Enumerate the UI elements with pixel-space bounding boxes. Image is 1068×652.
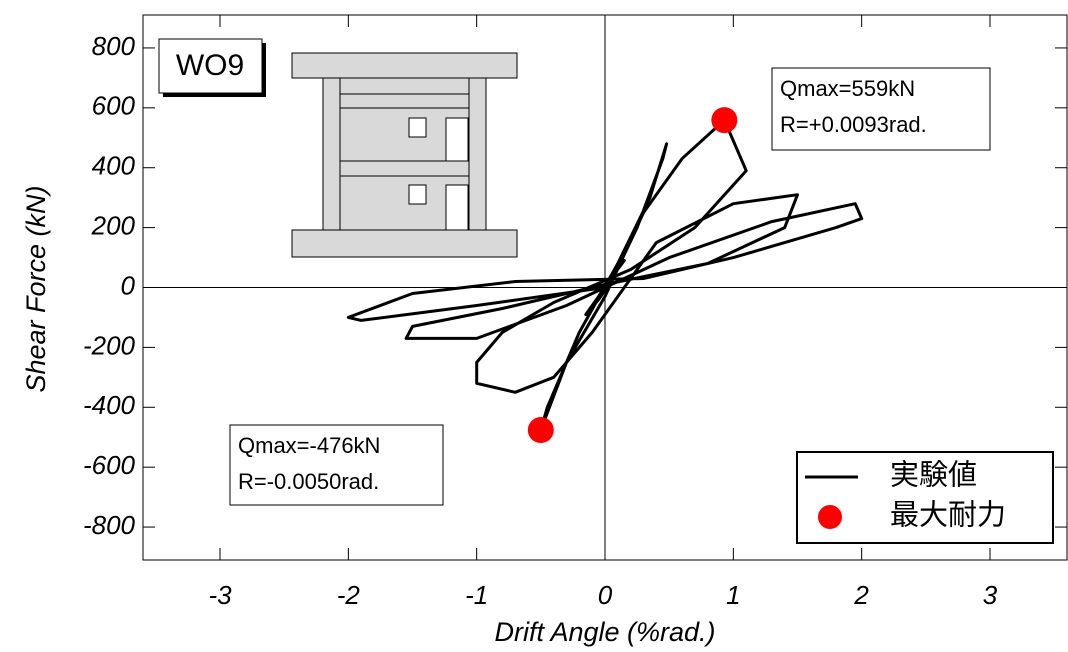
x-tick-label: 3 [983,580,998,610]
x-axis-title: Drift Angle (%rad.) [494,617,715,647]
label-box [158,38,263,94]
legend-label: 最大耐力 [890,499,1006,532]
y-tick-label: 200 [91,210,136,240]
y-tick-label: -400 [83,390,136,420]
annotation-text: R=-0.0050rad. [238,469,379,494]
specimen-diagram [291,52,518,258]
specimen-label: WO9 [176,49,244,82]
x-tick-label: 0 [598,580,613,610]
y-tick-label: 0 [121,270,136,300]
legend-box [796,451,1054,544]
annotation-box [229,424,444,506]
peak-point [711,107,738,134]
annotation-box [771,67,991,151]
y-tick-label: 400 [92,151,136,181]
legend-label: 実験値 [890,459,977,492]
legend-dot [818,505,842,529]
annotation-text: R=+0.0093rad. [780,112,927,137]
x-tick-label: 2 [853,580,869,610]
y-tick-label: 600 [92,91,136,121]
annotation-text: Qmax=-476kN [238,433,380,458]
y-tick-label: -600 [83,450,136,480]
x-tick-label: -3 [208,580,232,610]
x-tick-label: 1 [726,580,740,610]
y-tick-label: 800 [92,31,136,61]
peak-point [527,417,554,444]
hysteresis-curve [346,118,864,432]
x-tick-label: -1 [465,580,488,610]
x-tick-label: -2 [337,580,361,610]
y-tick-label: -200 [83,330,136,360]
plot-area [346,107,864,444]
y-axis-title: Shear Force (kN) [21,185,51,392]
annotation-text: Qmax=559kN [780,76,915,101]
y-tick-label: -800 [83,510,136,540]
